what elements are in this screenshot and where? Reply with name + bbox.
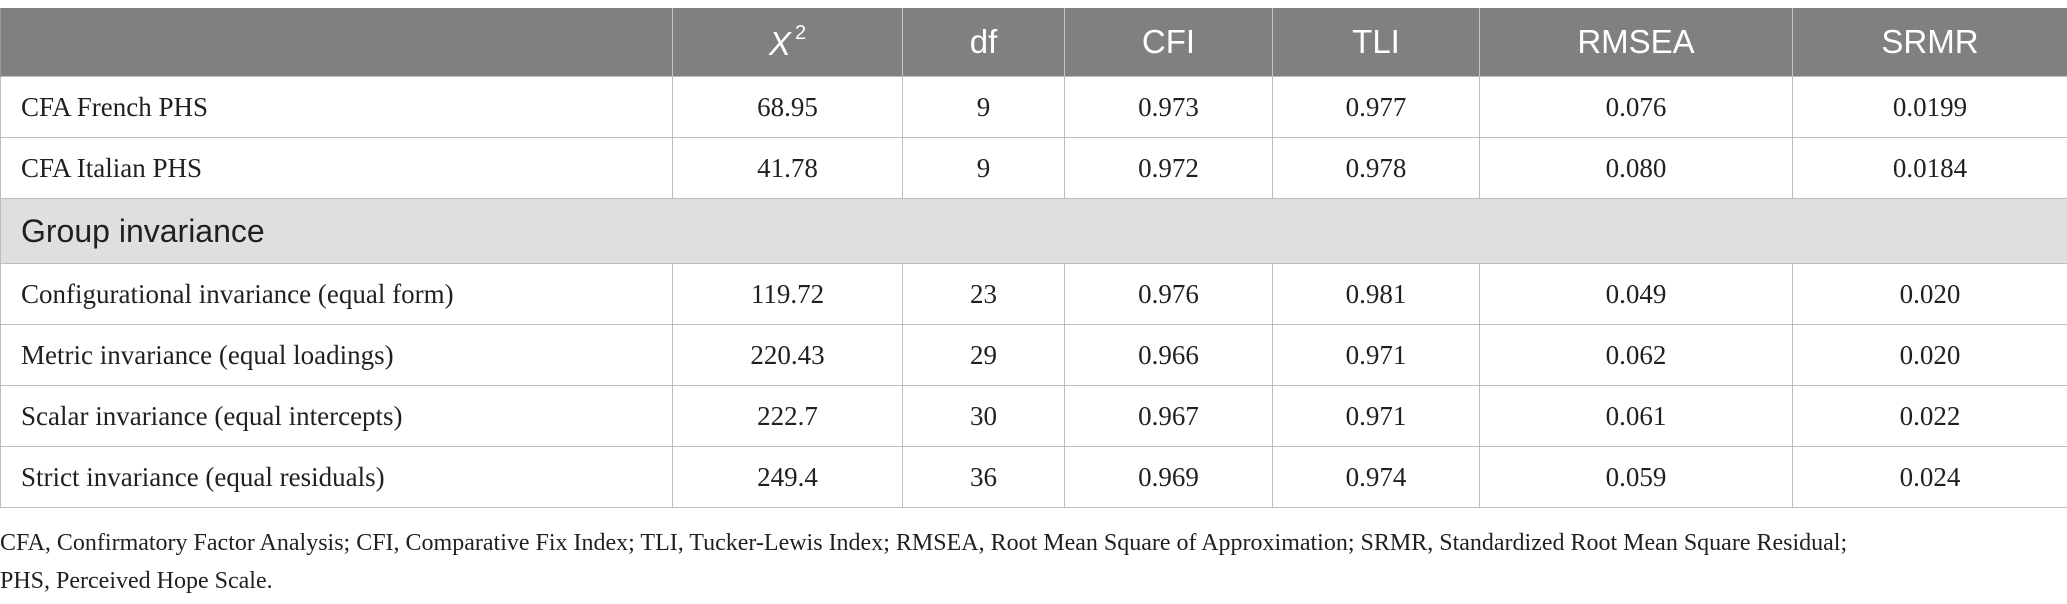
header-tli: TLI xyxy=(1272,8,1480,77)
cell-df: 23 xyxy=(902,263,1065,325)
header-rmsea: RMSEA xyxy=(1479,8,1793,77)
cell-cfi: 0.967 xyxy=(1064,385,1273,447)
table-row: Configurational invariance (equal form) … xyxy=(0,263,2067,325)
header-chi-symbol: X xyxy=(768,24,791,62)
cell-chi-square: 220.43 xyxy=(672,324,903,386)
table-row: Metric invariance (equal loadings) 220.4… xyxy=(0,324,2067,386)
cell-tli: 0.971 xyxy=(1272,385,1480,447)
cell-chi-square: 119.72 xyxy=(672,263,903,325)
row-label: Metric invariance (equal loadings) xyxy=(0,324,673,386)
table-row: Scalar invariance (equal intercepts) 222… xyxy=(0,385,2067,447)
cell-tli: 0.977 xyxy=(1272,76,1480,138)
cell-srmr: 0.024 xyxy=(1792,446,2067,508)
cell-cfi: 0.966 xyxy=(1064,324,1273,386)
row-label: Scalar invariance (equal intercepts) xyxy=(0,385,673,447)
header-df: df xyxy=(902,8,1065,77)
cell-srmr: 0.022 xyxy=(1792,385,2067,447)
cell-rmsea: 0.059 xyxy=(1479,446,1793,508)
cell-tli: 0.981 xyxy=(1272,263,1480,325)
table-row: Strict invariance (equal residuals) 249.… xyxy=(0,446,2067,508)
section-label-group-invariance: Group invariance xyxy=(0,198,2067,264)
cell-df: 30 xyxy=(902,385,1065,447)
cell-chi-square: 222.7 xyxy=(672,385,903,447)
cell-srmr: 0.0184 xyxy=(1792,137,2067,199)
table-body: CFA French PHS 68.95 9 0.973 0.977 0.076… xyxy=(0,76,2067,508)
row-label: Strict invariance (equal residuals) xyxy=(0,446,673,508)
section-row: Group invariance xyxy=(0,198,2067,264)
header-chi-superscript: 2 xyxy=(794,21,807,44)
header-srmr: SRMR xyxy=(1792,8,2067,77)
header-cfi: CFI xyxy=(1064,8,1273,77)
row-label: CFA French PHS xyxy=(0,76,673,138)
table-footnote: CFA, Confirmatory Factor Analysis; CFI, … xyxy=(0,524,2060,600)
cell-cfi: 0.969 xyxy=(1064,446,1273,508)
cell-chi-square: 249.4 xyxy=(672,446,903,508)
cell-rmsea: 0.062 xyxy=(1479,324,1793,386)
table-row: CFA French PHS 68.95 9 0.973 0.977 0.076… xyxy=(0,76,2067,138)
cell-tli: 0.978 xyxy=(1272,137,1480,199)
footnote-line-phs: PHS, Perceived Hope Scale. xyxy=(0,568,273,594)
table-row: CFA Italian PHS 41.78 9 0.972 0.978 0.08… xyxy=(0,137,2067,199)
cell-chi-square: 68.95 xyxy=(672,76,903,138)
cell-rmsea: 0.080 xyxy=(1479,137,1793,199)
cell-cfi: 0.972 xyxy=(1064,137,1273,199)
cell-rmsea: 0.076 xyxy=(1479,76,1793,138)
cell-tli: 0.974 xyxy=(1272,446,1480,508)
row-label: Configurational invariance (equal form) xyxy=(0,263,673,325)
cell-srmr: 0.020 xyxy=(1792,324,2067,386)
footnote-line-abbreviations: CFA, Confirmatory Factor Analysis; CFI, … xyxy=(0,530,1848,556)
cell-rmsea: 0.061 xyxy=(1479,385,1793,447)
row-label: CFA Italian PHS xyxy=(0,137,673,199)
cell-chi-square: 41.78 xyxy=(672,137,903,199)
cell-rmsea: 0.049 xyxy=(1479,263,1793,325)
cell-cfi: 0.973 xyxy=(1064,76,1273,138)
cell-srmr: 0.020 xyxy=(1792,263,2067,325)
cell-tli: 0.971 xyxy=(1272,324,1480,386)
cell-df: 9 xyxy=(902,76,1065,138)
cell-srmr: 0.0199 xyxy=(1792,76,2067,138)
cell-df: 9 xyxy=(902,137,1065,199)
cell-df: 36 xyxy=(902,446,1065,508)
header-model xyxy=(0,8,673,77)
cell-df: 29 xyxy=(902,324,1065,386)
cell-cfi: 0.976 xyxy=(1064,263,1273,325)
